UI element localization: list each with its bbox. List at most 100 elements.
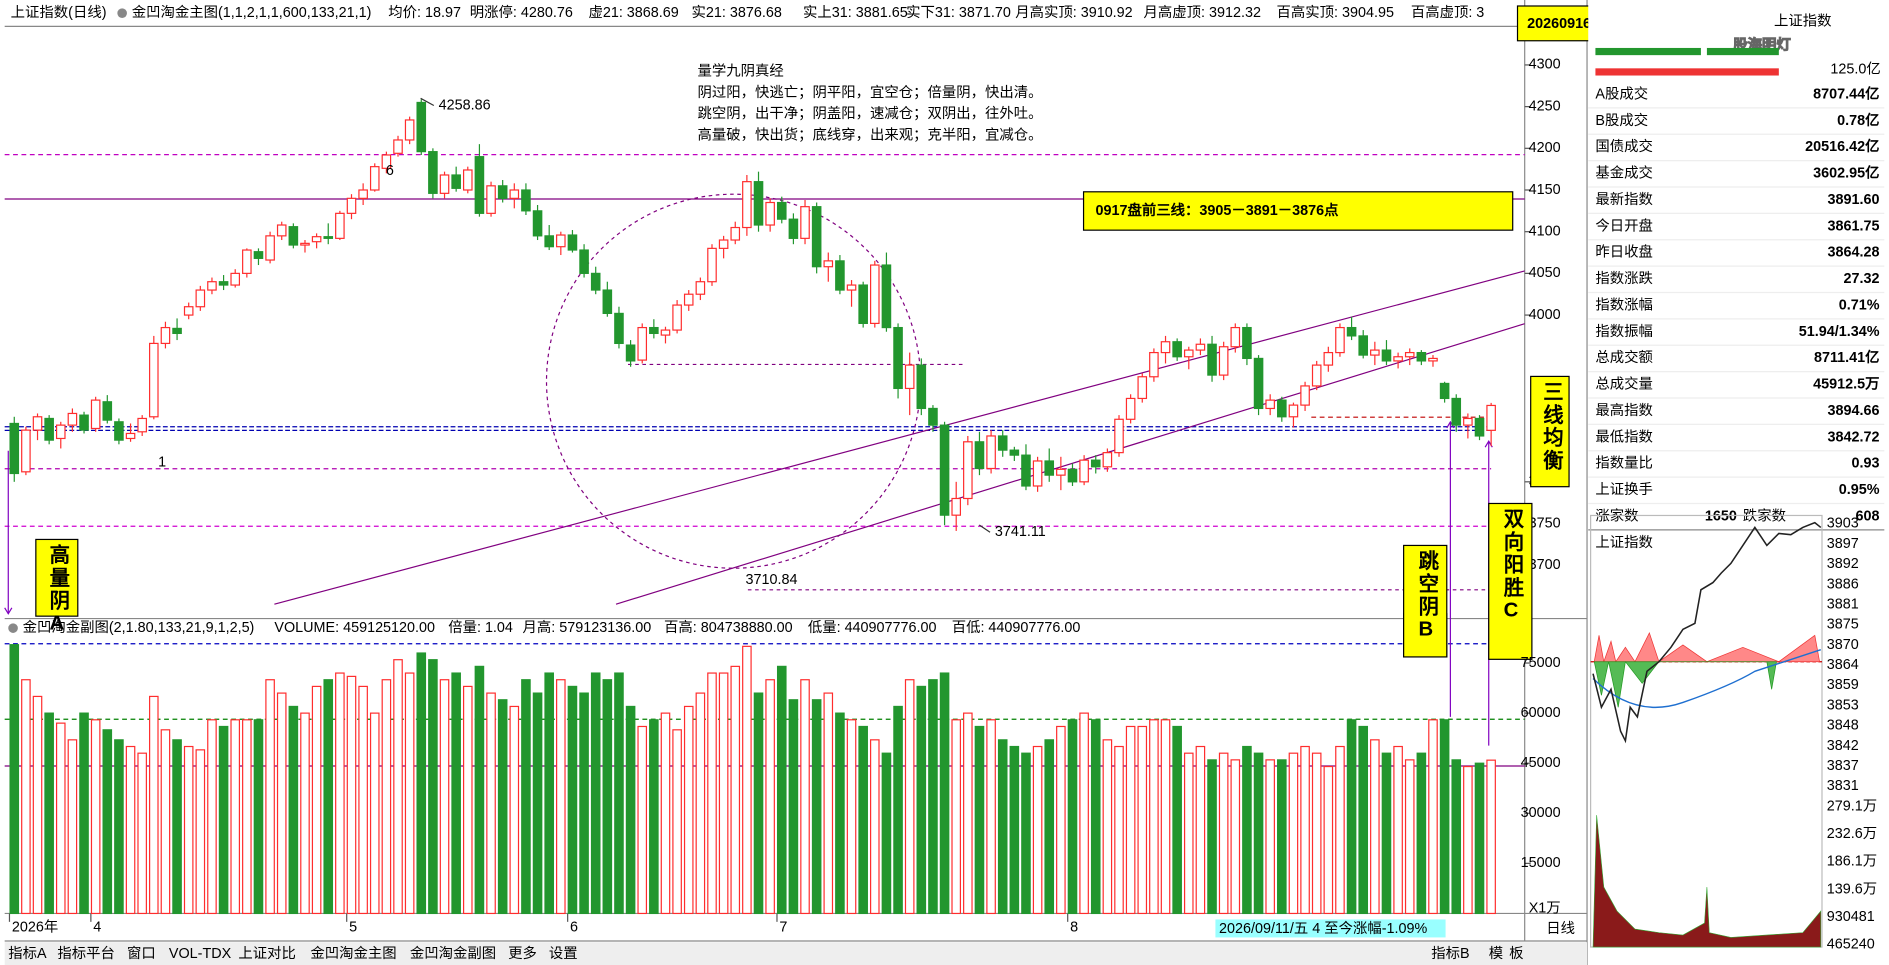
intraday-volume-label: 930481 xyxy=(1827,909,1875,925)
candle-body xyxy=(1265,399,1275,410)
candle-body xyxy=(521,189,531,212)
candle-body xyxy=(79,414,89,431)
chart-title: 上证指数(日线) xyxy=(11,4,107,21)
row-value: 3861.75 xyxy=(1828,218,1880,234)
candle-body xyxy=(1137,376,1148,400)
row-label: 指数涨跌 xyxy=(1595,270,1653,287)
candle-body xyxy=(32,416,43,431)
volume-bar xyxy=(1346,719,1357,915)
candle-body xyxy=(870,264,880,325)
tab[interactable]: VOL-TDX xyxy=(169,946,232,962)
row-label: 最高指数 xyxy=(1595,402,1653,419)
candle-body xyxy=(21,429,31,473)
tab[interactable]: 指标平台 xyxy=(57,945,115,962)
candle-body xyxy=(625,344,636,362)
annotation: 3710.84 xyxy=(746,572,798,588)
candle-body xyxy=(1428,357,1438,362)
header-stat: 虚21: 3868.69 xyxy=(588,4,678,21)
tab[interactable]: 模 xyxy=(1489,945,1503,962)
volume-bar xyxy=(800,679,810,915)
indicator-name: 金凹淘金副图(2,1.80,133,21,9,1,2,5) xyxy=(23,619,255,636)
candle-body xyxy=(358,189,368,199)
intraday-price-label: 3881 xyxy=(1827,596,1859,612)
tab[interactable]: 金凹淘金主图 xyxy=(310,945,396,962)
tab[interactable]: 指标B xyxy=(1431,945,1469,962)
volume-bar xyxy=(358,685,368,915)
intraday-price-label: 3837 xyxy=(1827,758,1859,774)
candle-body xyxy=(1416,351,1427,362)
volume-bar xyxy=(1439,719,1450,915)
volume-bar xyxy=(1381,752,1392,915)
volume-bar xyxy=(765,679,775,915)
tab[interactable]: 设置 xyxy=(549,945,578,962)
volume-bar xyxy=(823,692,834,915)
volume-bar xyxy=(614,672,624,915)
volume-bar xyxy=(1056,725,1066,915)
candle-body xyxy=(963,441,973,500)
header-stat: 实下31: 3871.70 xyxy=(906,4,1011,21)
volume-bar xyxy=(742,645,752,915)
x-tick-label: 7 xyxy=(779,920,787,936)
status-bg xyxy=(1215,919,1446,938)
tab[interactable]: 窗口 xyxy=(127,944,156,962)
tab[interactable]: 更多 xyxy=(508,945,537,962)
volume-bar xyxy=(497,699,508,915)
candle-body xyxy=(765,201,775,226)
candle-body xyxy=(149,342,159,418)
candle-body xyxy=(544,235,554,248)
row-label: 昨日收盘 xyxy=(1595,243,1653,261)
row-value: 0.78亿 xyxy=(1837,111,1879,129)
volume-bar xyxy=(1265,759,1275,915)
candle-body xyxy=(1311,364,1322,387)
header-stat: 低量: 440907776.00 xyxy=(808,619,937,636)
volume-bar xyxy=(114,739,124,915)
volume-bar xyxy=(509,705,520,915)
candle-body xyxy=(1300,385,1310,406)
volume-bar xyxy=(1149,719,1159,915)
candle-body xyxy=(381,154,392,169)
volume-bar xyxy=(1090,719,1101,915)
candle-body xyxy=(90,399,101,430)
volume-bar xyxy=(393,659,403,915)
row-value: 1650 xyxy=(1705,508,1737,524)
volume-bar xyxy=(381,679,392,915)
volume-bar xyxy=(1358,725,1369,915)
intraday-price xyxy=(1592,521,1822,744)
candle-body xyxy=(788,218,799,239)
candle-body xyxy=(393,139,403,154)
volume-bar xyxy=(904,679,915,915)
volume-bar xyxy=(1183,752,1194,915)
tab[interactable]: 金凹淘金副图 xyxy=(410,945,496,962)
intraday-price-label: 3903 xyxy=(1827,516,1859,532)
intraday-volume-label: 139.6万 xyxy=(1827,881,1877,897)
volume-bar xyxy=(893,705,903,915)
candle-body xyxy=(183,306,194,316)
tab[interactable]: 板 xyxy=(1509,944,1523,962)
volume-bar xyxy=(1102,739,1113,915)
candle-body xyxy=(614,312,624,345)
header-stat: 月高实顶: 3910.92 xyxy=(1015,4,1132,21)
volume-bar xyxy=(1021,752,1031,915)
callout: 0917盘前三线：3905－3891－3876点 xyxy=(1096,201,1340,219)
tab[interactable]: 上证对比 xyxy=(238,945,296,962)
candle-body xyxy=(881,264,892,329)
volume-bar xyxy=(1393,745,1403,915)
candle-body xyxy=(916,364,927,410)
candle-body xyxy=(904,364,915,390)
header-stat: 月高虚顶: 3912.32 xyxy=(1143,4,1260,21)
volume-bar xyxy=(695,692,706,915)
volume-bar xyxy=(125,745,136,915)
volume-bar xyxy=(1137,725,1148,915)
volume-bar xyxy=(265,679,275,915)
volume-bar xyxy=(1370,739,1380,915)
candle-body xyxy=(1463,417,1473,426)
candle-body xyxy=(660,329,671,336)
volume-bar xyxy=(172,739,182,915)
volume-bar xyxy=(323,679,334,915)
tab[interactable]: 指标A xyxy=(8,945,47,962)
volume-bar xyxy=(9,644,20,915)
intraday-price-label: 3886 xyxy=(1827,576,1859,592)
row-label: 上证换手 xyxy=(1595,481,1653,498)
volume-bar xyxy=(416,652,427,915)
